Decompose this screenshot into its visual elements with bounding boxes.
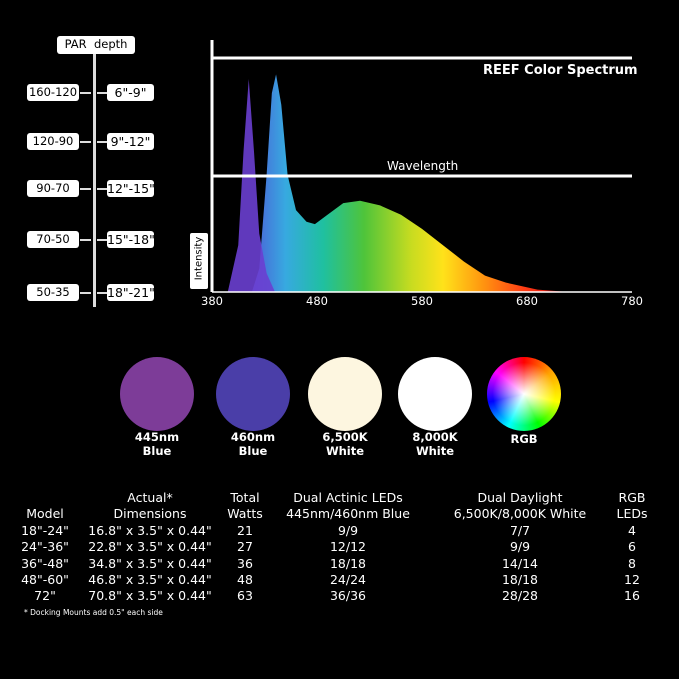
color-swatch bbox=[308, 357, 382, 431]
table-cell: 48 bbox=[237, 571, 253, 587]
table-cell: 14/14 bbox=[501, 555, 539, 571]
depth-connector bbox=[97, 292, 108, 294]
color-swatch bbox=[120, 357, 194, 431]
table-header: Dual Daylight bbox=[477, 490, 563, 505]
table-header: Model bbox=[26, 506, 64, 521]
par-value: 70-50 bbox=[27, 231, 79, 248]
spectrum-chart bbox=[210, 40, 632, 293]
swatch-label-line2: White bbox=[325, 444, 365, 458]
table-cell: 72" bbox=[34, 588, 56, 604]
table-cell: 22.8" x 3.5" x 0.44" bbox=[88, 539, 212, 555]
swatch-label: 6,500K White bbox=[300, 430, 390, 458]
x-axis-label: Wavelength bbox=[387, 159, 459, 173]
table-cell: 9/9 bbox=[337, 523, 359, 538]
table-cell: 6 bbox=[628, 539, 636, 555]
x-tick-label: 780 bbox=[621, 294, 643, 308]
x-tick-label: 380 bbox=[201, 294, 223, 308]
swatch-label-line1: RGB bbox=[510, 432, 538, 446]
swatch-label: 445nm Blue bbox=[112, 430, 202, 458]
swatch-label: 8,000K White bbox=[390, 430, 480, 458]
chart-title: REEF Color Spectrum bbox=[483, 63, 638, 78]
depth-connector bbox=[97, 188, 108, 190]
color-swatch bbox=[487, 357, 561, 431]
table-cell: 36/36 bbox=[329, 588, 367, 604]
table-cell: 70.8" x 3.5" x 0.44" bbox=[88, 588, 212, 604]
table-cell: 18/18 bbox=[329, 555, 367, 571]
par-connector bbox=[80, 292, 91, 294]
depth-connector bbox=[97, 239, 108, 241]
table-cell: 18/18 bbox=[501, 571, 539, 587]
swatch-label-line1: 460nm bbox=[230, 430, 276, 444]
par-connector bbox=[80, 239, 91, 241]
swatch-label: 460nm Blue bbox=[208, 430, 298, 458]
swatch-label-line1: 445nm bbox=[134, 430, 180, 444]
swatch-center bbox=[487, 357, 561, 431]
depth-value: 6"-9" bbox=[107, 84, 154, 101]
spectrum-series-area bbox=[227, 79, 275, 292]
table-cell: 7/7 bbox=[509, 523, 531, 538]
table-header: Watts bbox=[227, 506, 263, 521]
swatch-label: RGB bbox=[479, 432, 569, 446]
table-cell: 36"-48" bbox=[21, 555, 69, 571]
table-cell: 24"-36" bbox=[21, 539, 69, 555]
table-header: Actual* bbox=[127, 490, 173, 505]
table-cell: 24/24 bbox=[329, 571, 367, 587]
par-connector bbox=[80, 188, 91, 190]
x-tick-label: 680 bbox=[516, 294, 538, 308]
table-cell: 16 bbox=[624, 588, 640, 604]
table-cell: 63 bbox=[237, 588, 253, 604]
par-value: 90-70 bbox=[27, 180, 79, 197]
swatch-label-line2: Blue bbox=[142, 444, 172, 458]
table-cell: 12/12 bbox=[329, 539, 367, 555]
table-cell: 4 bbox=[628, 523, 636, 538]
table-cell: 48"-60" bbox=[21, 571, 69, 587]
table-cell: 36 bbox=[237, 555, 253, 571]
table-cell: 21 bbox=[237, 523, 253, 538]
footnote: * Docking Mounts add 0.5" each side bbox=[24, 608, 163, 617]
x-tick-label: 480 bbox=[306, 294, 328, 308]
depth-value: 15"-18" bbox=[107, 231, 155, 248]
table-cell: 27 bbox=[237, 539, 253, 555]
x-tick-label: 580 bbox=[411, 294, 433, 308]
table-header: LEDs bbox=[616, 506, 648, 521]
par-value: 160-120 bbox=[27, 84, 79, 101]
swatch-label-line2: White bbox=[415, 444, 455, 458]
depth-connector bbox=[97, 141, 108, 143]
y-axis-label-text: Intensity bbox=[193, 236, 205, 281]
table-cell: 8 bbox=[628, 555, 636, 571]
table-cell: 28/28 bbox=[501, 588, 539, 604]
depth-value: 12"-15" bbox=[107, 180, 155, 197]
table-header: Dimensions bbox=[113, 506, 187, 521]
swatch-label-line1: 6,500K bbox=[322, 430, 368, 444]
par-connector bbox=[80, 92, 91, 94]
table-cell: 9/9 bbox=[509, 539, 531, 555]
table-header: 6,500K/8,000K White bbox=[453, 506, 587, 521]
table-cell: 34.8" x 3.5" x 0.44" bbox=[88, 555, 212, 571]
table-header: Total bbox=[230, 490, 260, 505]
table-header: RGB bbox=[618, 490, 646, 505]
table-cell: 46.8" x 3.5" x 0.44" bbox=[88, 571, 212, 587]
table-cell: 16.8" x 3.5" x 0.44" bbox=[88, 523, 212, 538]
swatch-label-line2: Blue bbox=[238, 444, 268, 458]
par-depth-header: PAR depth bbox=[57, 36, 135, 54]
table-header: 445nm/460nm Blue bbox=[286, 506, 410, 521]
table-cell: 12 bbox=[624, 571, 640, 587]
par-value: 120-90 bbox=[27, 133, 79, 150]
par-connector bbox=[80, 141, 91, 143]
spectrum-series-area bbox=[251, 74, 569, 292]
par-value: 50-35 bbox=[27, 284, 79, 301]
color-swatch bbox=[398, 357, 472, 431]
color-swatch bbox=[216, 357, 290, 431]
swatch-label-line1: 8,000K bbox=[412, 430, 458, 444]
y-axis-label: Intensity bbox=[190, 233, 208, 289]
depth-value: 18"-21" bbox=[107, 284, 155, 301]
depth-connector bbox=[97, 92, 108, 94]
depth-axis-line bbox=[93, 54, 96, 307]
table-cell: 18"-24" bbox=[21, 523, 69, 538]
depth-value: 9"-12" bbox=[107, 133, 154, 150]
table-header: Dual Actinic LEDs bbox=[293, 490, 403, 505]
